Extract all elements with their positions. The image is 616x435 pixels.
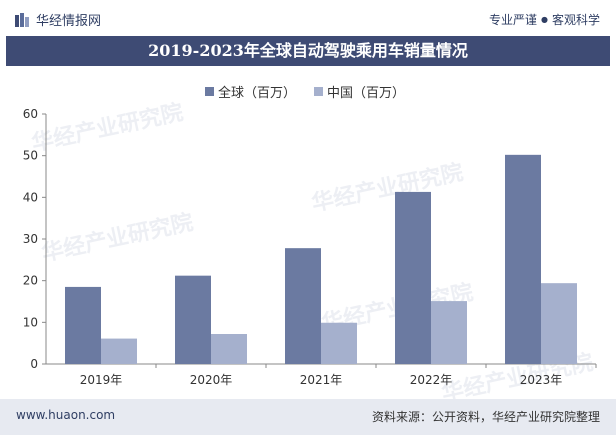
x-tick-label: 2020年 <box>190 373 233 387</box>
y-tick-label: 20 <box>23 274 38 288</box>
x-tick-label: 2023年 <box>520 373 563 387</box>
legend-item-china: 中国（百万） <box>314 82 405 101</box>
brand-name: 华经情报网 <box>36 14 102 29</box>
bar-china <box>101 338 137 364</box>
x-tick-label: 2019年 <box>80 373 123 387</box>
footer: www.huaon.com 资料来源： 公开资料，华经产业研究院整理 <box>0 399 616 435</box>
y-tick-label: 30 <box>23 232 38 246</box>
bar-global <box>505 154 541 364</box>
bar-global <box>175 275 211 364</box>
source-label: 资料来源： <box>371 410 432 424</box>
x-tick-label: 2022年 <box>410 373 453 387</box>
slogan-left: 专业严谨 <box>488 13 537 27</box>
footer-site[interactable]: www.huaon.com <box>16 408 116 422</box>
bar-china <box>211 334 247 364</box>
bar-global <box>285 248 321 364</box>
legend-label-global: 全球（百万） <box>218 86 297 101</box>
legend-swatch-global <box>205 87 214 96</box>
legend-label-china: 中国（百万） <box>327 86 406 101</box>
brand: 华经情报网 <box>14 10 101 29</box>
bar-global <box>395 191 431 364</box>
slogan: 专业严谨 ● 客观科学 <box>489 11 600 28</box>
slogan-right: 客观科学 <box>551 13 600 27</box>
source-text: 公开资料，华经产业研究院整理 <box>431 410 600 424</box>
chart-title: 2019-2023年全球自动驾驶乘用车销量情况 <box>148 41 468 60</box>
y-tick-label: 40 <box>23 190 38 204</box>
bar-china <box>321 322 357 364</box>
y-tick-label: 10 <box>23 315 38 329</box>
brand-logo-icon <box>15 12 29 27</box>
y-tick-label: 60 <box>23 107 38 121</box>
y-tick-label: 0 <box>30 357 38 371</box>
legend-swatch-china <box>314 87 324 96</box>
chart-legend: 全球（百万） 中国（百万） <box>205 82 405 101</box>
slogan-separator-icon: ● <box>541 15 548 24</box>
title-band: 2019-2023年全球自动驾驶乘用车销量情况 <box>6 36 610 66</box>
legend-item-global: 全球（百万） <box>205 82 296 101</box>
x-tick-label: 2021年 <box>300 373 343 387</box>
y-tick-label: 50 <box>23 149 38 163</box>
bar-china <box>431 301 467 364</box>
bar-global <box>65 286 101 364</box>
footer-source: 资料来源： 公开资料，华经产业研究院整理 <box>372 408 600 425</box>
bar-china <box>541 283 577 364</box>
top-bar: 华经情报网 专业严谨 ● 客观科学 <box>0 0 616 36</box>
